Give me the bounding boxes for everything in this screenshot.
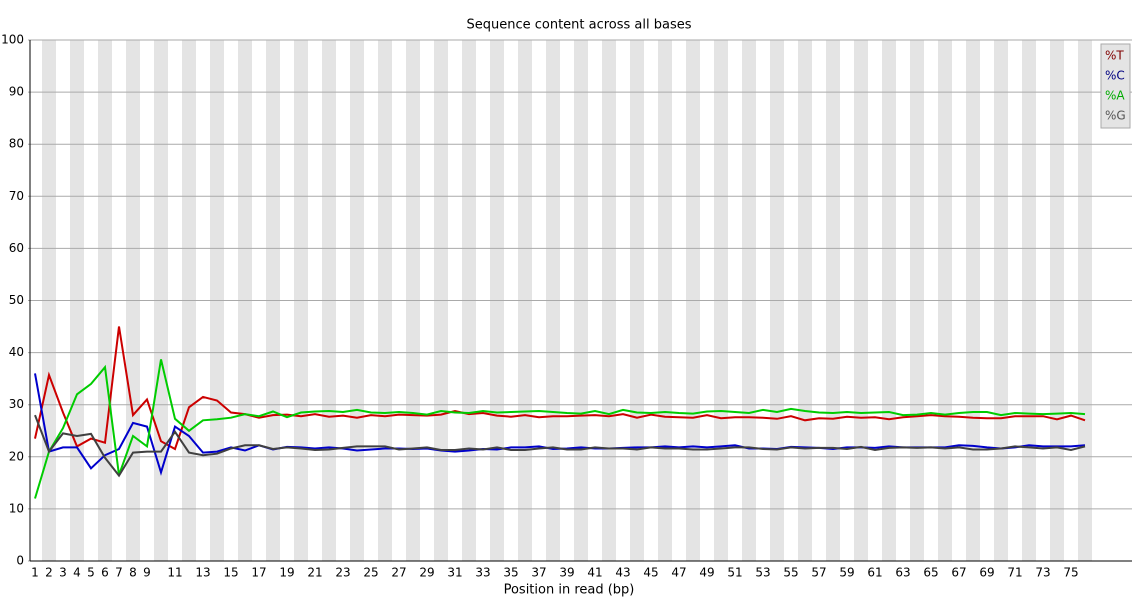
x-tick-label: 55	[783, 566, 798, 580]
y-tick-label: 80	[9, 137, 24, 151]
x-tick-label: 65	[923, 566, 938, 580]
x-tick-label: 43	[615, 566, 630, 580]
y-tick-label: 20	[9, 449, 24, 463]
x-tick-label: 67	[951, 566, 966, 580]
x-tick-label: 1	[31, 566, 39, 580]
x-tick-label: 15	[223, 566, 238, 580]
x-tick-label: 51	[727, 566, 742, 580]
y-tick-label: 30	[9, 397, 24, 411]
series-line	[34, 414, 1086, 478]
x-tick-label: 3	[59, 566, 67, 580]
x-tick-label: 69	[979, 566, 994, 580]
x-tick-label: 21	[307, 566, 322, 580]
x-tick-label: 17	[251, 566, 266, 580]
y-tick-label: 40	[9, 345, 24, 359]
x-tick-label: 5	[87, 566, 95, 580]
x-tick-label: 29	[419, 566, 434, 580]
x-tick-label: 49	[699, 566, 714, 580]
y-tick-label: 10	[9, 501, 24, 515]
legend-label: %G	[1105, 109, 1126, 123]
y-tick-label: 70	[9, 189, 24, 203]
x-tick-label: 47	[671, 566, 686, 580]
y-tick-label: 100	[1, 33, 24, 47]
x-tick-label: 53	[755, 566, 770, 580]
x-tick-label: 75	[1063, 566, 1078, 580]
x-tick-label: 73	[1035, 566, 1050, 580]
x-tick-label: 27	[391, 566, 406, 580]
x-tick-label: 6	[101, 566, 109, 580]
x-tick-label: 4	[73, 566, 81, 580]
x-tick-label: 13	[195, 566, 210, 580]
legend-box	[1100, 43, 1131, 129]
x-tick-label: 9	[143, 566, 151, 580]
series-line	[34, 326, 1086, 451]
chart-title: Sequence content across all bases	[466, 18, 691, 33]
y-tick-label: 60	[9, 241, 24, 255]
x-tick-label: 71	[1007, 566, 1022, 580]
x-tick-label: 35	[503, 566, 518, 580]
x-tick-label: 61	[867, 566, 882, 580]
x-tick-label: 25	[363, 566, 378, 580]
x-tick-label: 8	[129, 566, 137, 580]
x-tick-label: 57	[811, 566, 826, 580]
y-tick-label: 0	[16, 554, 24, 568]
x-tick-label: 45	[643, 566, 658, 580]
y-tick-label: 90	[9, 85, 24, 99]
x-tick-label: 63	[895, 566, 910, 580]
x-tick-label: 11	[167, 566, 182, 580]
legend-label: %C	[1105, 69, 1125, 83]
x-tick-label: 7	[115, 566, 123, 580]
x-tick-label: 19	[279, 566, 294, 580]
x-tick-label: 23	[335, 566, 350, 580]
x-tick-label: 33	[475, 566, 490, 580]
x-tick-label: 2	[45, 566, 53, 580]
x-tick-label: 39	[559, 566, 574, 580]
legend-label: %A	[1105, 89, 1125, 103]
x-axis-label: Position in read (bp)	[504, 583, 635, 598]
x-tick-label: 31	[447, 566, 462, 580]
x-tick-label: 59	[839, 566, 854, 580]
y-tick-label: 50	[9, 293, 24, 307]
legend-label: %T	[1105, 49, 1124, 63]
series-line	[34, 359, 1086, 499]
x-tick-label: 37	[531, 566, 546, 580]
x-tick-label: 41	[587, 566, 602, 580]
